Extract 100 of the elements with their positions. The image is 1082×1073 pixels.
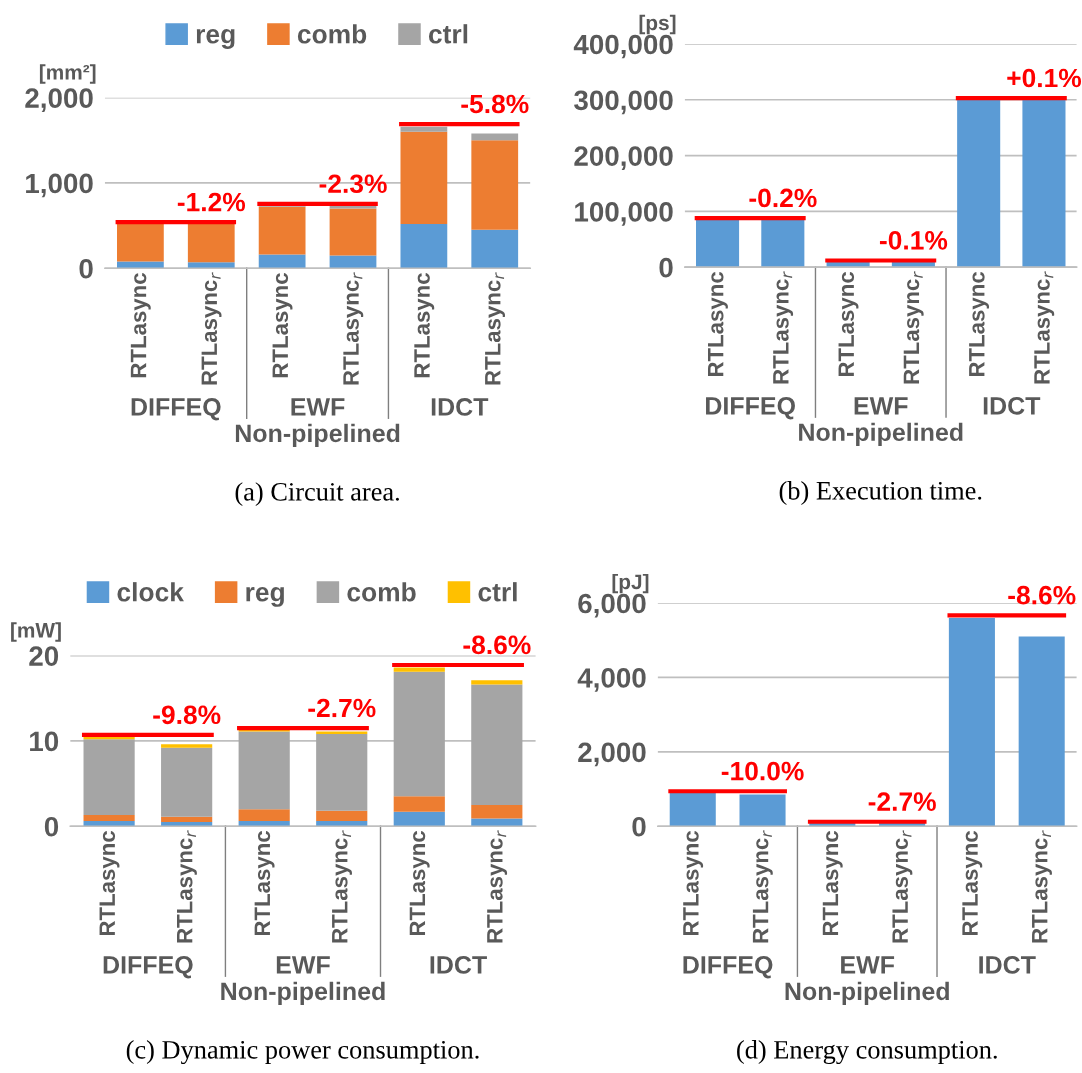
x-tick-label: RTLasync: [838, 271, 859, 377]
bar: [258, 206, 306, 255]
legend-label: ctrl: [428, 24, 468, 44]
bar: [161, 747, 213, 817]
x-tick-label: RTLasync: [99, 831, 120, 936]
text: IDCT: [983, 397, 1041, 415]
y-axis-title: [ps]: [639, 14, 676, 35]
bar: [471, 140, 519, 230]
text: EWF: [276, 956, 330, 974]
bar: [957, 99, 1001, 268]
bar: [238, 809, 290, 822]
annotation: -10.0%: [721, 761, 804, 781]
x-tick-label: RTLasync$_{r}$: [485, 272, 505, 385]
bar: [393, 796, 445, 812]
x-tick-label: RTLasync: [130, 273, 151, 378]
x-tick-label: RTLasync$_{r}$: [1034, 271, 1055, 384]
bar: [187, 223, 235, 263]
y-tick-label: 6,000: [578, 593, 646, 618]
text: Non-pipelined: [799, 422, 963, 447]
bar: [400, 131, 448, 224]
text: DIFFEQ: [103, 956, 193, 979]
bar: [471, 680, 523, 685]
annotation: -0.2%: [749, 188, 817, 208]
x-tick-label: RTLasync$_{r}$: [177, 830, 197, 943]
x-tick-label: RTLasync$_{r}$: [1032, 830, 1052, 943]
x-tick-label: RTLasync$_{r}$: [201, 272, 222, 385]
y-tick-label: 0: [632, 816, 646, 837]
annotation: -8.6%: [1008, 585, 1076, 605]
x-tick-label: RTLasync$_{r}$: [487, 830, 508, 943]
bar: [948, 617, 995, 827]
y-tick-label: 20: [29, 646, 59, 666]
y-tick-label: 0: [659, 257, 673, 278]
bar: [761, 219, 805, 268]
annotation: -2.7%: [868, 792, 936, 811]
y-tick-label: 400,000: [573, 34, 673, 59]
bar: [161, 816, 213, 822]
bar: [83, 815, 135, 822]
x-tick-label: RTLasync$_{r}$: [343, 272, 364, 385]
y-tick-label: 0: [44, 816, 59, 837]
text: (d) Energy consumption.: [737, 1040, 997, 1065]
text: EWF: [841, 956, 895, 974]
bar: [117, 223, 164, 262]
y-tick-label: 300,000: [574, 90, 673, 115]
annotation: +0.1%: [1007, 68, 1082, 88]
bar: [739, 794, 786, 827]
bar: [471, 229, 519, 269]
y-axis-title: [pJ]: [612, 573, 649, 594]
text: IDCT: [431, 398, 489, 416]
bar: [471, 804, 523, 819]
text: IDCT: [979, 956, 1036, 974]
x-tick-label: RTLasync: [708, 271, 728, 377]
text: DIFFEQ: [131, 398, 221, 421]
y-tick-label: 0: [79, 258, 93, 279]
legend-label: comb: [347, 582, 416, 602]
text: EWF: [291, 398, 345, 416]
x-tick-label: RTLasync: [409, 831, 430, 936]
bar: [1018, 636, 1065, 827]
legend-label: comb: [297, 24, 367, 44]
bar: [400, 126, 448, 132]
x-tick-label: RTLasync: [969, 271, 990, 377]
text: (b) Execution time.: [779, 481, 982, 505]
annotation: -1.2%: [177, 192, 246, 212]
text: EWF: [854, 397, 908, 415]
y-tick-label: 4,000: [577, 668, 646, 692]
x-tick-label: RTLasync: [414, 273, 435, 378]
text: -8.6%: [463, 635, 531, 655]
bar: [400, 223, 448, 269]
text: DIFFEQ: [683, 956, 773, 979]
y-tick-label: 200,000: [574, 146, 673, 170]
legend-label: reg: [196, 29, 235, 49]
x-tick-label: RTLasync$_{r}$: [332, 830, 352, 943]
bar: [329, 205, 377, 209]
y-tick-label: 10: [30, 731, 59, 752]
text: DIFFEQ: [706, 397, 795, 420]
x-tick-label: RTLasync: [272, 273, 293, 378]
legend-label: clock: [117, 582, 184, 602]
bar: [329, 255, 377, 269]
annotation: -5.8%: [461, 94, 529, 114]
bar: [471, 684, 523, 805]
bar: [238, 731, 290, 810]
bar: [393, 671, 445, 797]
bar: [161, 744, 213, 748]
text: Non-pipelined: [235, 423, 400, 448]
legend-label: reg: [246, 587, 284, 607]
annotation: -0.1%: [879, 231, 948, 250]
text: (c) Dynamic power consumption.: [126, 1040, 479, 1065]
bar: [471, 133, 519, 141]
x-tick-label: RTLasync: [683, 831, 704, 936]
text: IDCT: [430, 956, 487, 974]
y-tick-label: 100,000: [575, 202, 673, 226]
y-axis-title: [mm²]: [39, 64, 96, 84]
bar: [669, 792, 716, 827]
x-tick-label: RTLasync$_{r}$: [892, 830, 913, 943]
bar: [696, 219, 740, 268]
y-tick-label: 2,000: [25, 88, 93, 113]
y-tick-label: 1,000: [26, 173, 93, 198]
bar: [316, 810, 368, 822]
text: Non-pipelined: [785, 981, 949, 1006]
x-tick-label: RTLasync$_{r}$: [752, 830, 773, 943]
bar: [83, 739, 135, 816]
